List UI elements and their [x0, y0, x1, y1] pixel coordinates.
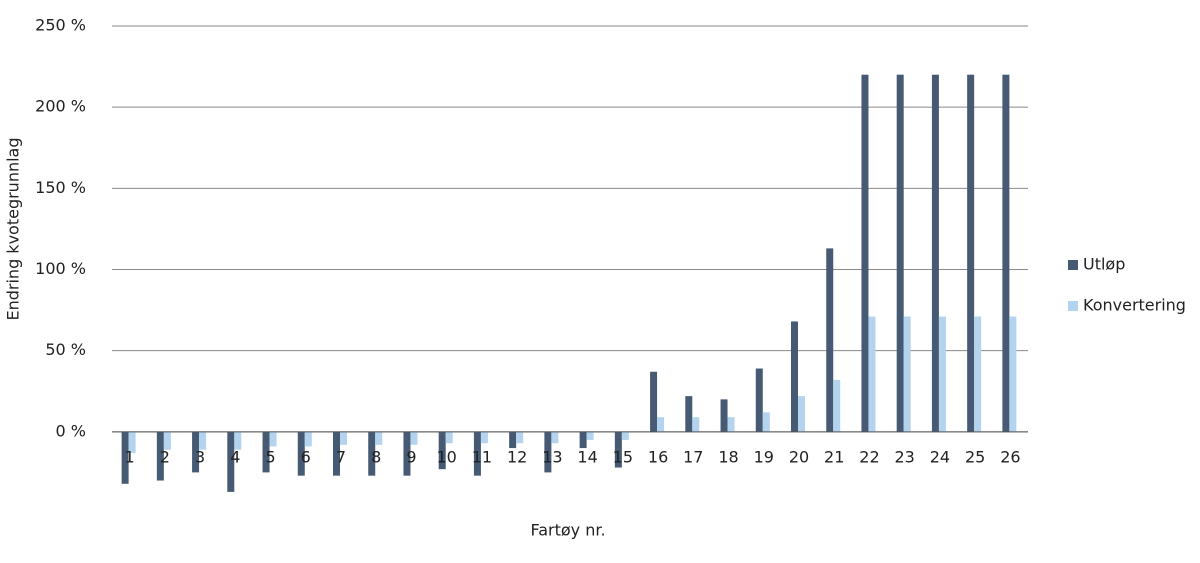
legend-label: Konvertering — [1083, 296, 1186, 315]
bar — [762, 412, 770, 432]
bar — [727, 417, 735, 432]
bar — [755, 368, 763, 432]
bar — [375, 431, 383, 445]
bar — [121, 431, 129, 484]
bar — [163, 431, 171, 450]
bar — [586, 431, 594, 440]
x-tick-label: 16 — [648, 447, 668, 466]
bar — [551, 431, 559, 444]
bar — [340, 431, 347, 445]
x-tick-label: 19 — [754, 447, 774, 466]
legend-label: Utløp — [1083, 255, 1125, 274]
bar — [938, 316, 946, 432]
y-tick-label: 50 % — [45, 340, 86, 359]
x-tick-label: 12 — [507, 447, 527, 466]
bar — [868, 316, 876, 432]
bar — [896, 74, 904, 432]
bar — [692, 417, 700, 432]
bar — [304, 431, 312, 447]
bar — [657, 417, 665, 432]
y-tick-label: 150 % — [35, 178, 86, 197]
x-tick-label: 10 — [437, 447, 457, 466]
bar — [798, 396, 805, 432]
bar — [262, 431, 270, 473]
bar — [903, 316, 911, 432]
bar — [410, 431, 418, 445]
bar — [269, 431, 277, 447]
y-tick-label: 250 % — [35, 16, 86, 35]
bar — [1002, 74, 1010, 432]
y-tick-label: 100 % — [35, 259, 86, 278]
bar — [199, 431, 207, 450]
bar — [438, 431, 446, 470]
x-tick-label: 22 — [859, 447, 879, 466]
x-tick-label: 23 — [895, 447, 915, 466]
bar — [826, 248, 834, 432]
x-tick-label: 11 — [472, 447, 492, 466]
x-tick-label: 24 — [930, 447, 950, 466]
bar — [156, 431, 164, 481]
x-tick-label: 2 — [160, 447, 170, 466]
x-tick-label: 3 — [195, 447, 205, 466]
bar — [931, 74, 939, 432]
x-tick-label: 7 — [336, 447, 346, 466]
bar — [333, 431, 340, 476]
bar — [861, 74, 869, 432]
x-tick-label: 13 — [542, 447, 562, 466]
x-tick-label: 18 — [718, 447, 738, 466]
bar — [685, 396, 693, 432]
bar — [974, 316, 982, 432]
legend-swatch — [1068, 260, 1078, 270]
y-tick-label: 200 % — [35, 97, 86, 116]
bar — [579, 431, 587, 449]
x-tick-label: 5 — [265, 447, 275, 466]
legend-swatch — [1068, 301, 1078, 311]
x-tick-label: 9 — [406, 447, 416, 466]
bar — [509, 431, 517, 449]
bar — [614, 431, 622, 468]
bar — [650, 371, 658, 432]
bar — [368, 431, 376, 476]
bar — [544, 431, 552, 473]
x-tick-label: 21 — [824, 447, 844, 466]
bar — [480, 431, 488, 444]
x-tick-label: 1 — [125, 447, 135, 466]
x-axis-label: Fartøy nr. — [530, 521, 605, 540]
x-tick-label: 6 — [301, 447, 311, 466]
bar — [621, 431, 629, 440]
x-tick-label: 14 — [577, 447, 597, 466]
bar — [234, 431, 242, 450]
x-tick-label: 20 — [789, 447, 809, 466]
bar — [833, 379, 841, 432]
bar — [1009, 316, 1017, 432]
bar — [516, 431, 524, 444]
x-tick-label: 15 — [613, 447, 633, 466]
bar — [967, 74, 975, 432]
bar — [473, 431, 481, 476]
bar — [791, 321, 798, 432]
bar — [720, 399, 728, 432]
y-axis-label: Endring kvotegrunnlag — [4, 137, 23, 320]
x-tick-label: 8 — [371, 447, 381, 466]
bar — [227, 431, 235, 492]
bar — [192, 431, 200, 473]
bar — [128, 431, 136, 453]
x-tick-label: 26 — [1000, 447, 1020, 466]
y-tick-label: 0 % — [56, 421, 86, 440]
x-tick-label: 17 — [683, 447, 703, 466]
bar — [403, 431, 411, 476]
bar — [445, 431, 453, 444]
x-tick-label: 25 — [965, 447, 985, 466]
x-tick-label: 4 — [230, 447, 240, 466]
bar — [297, 431, 305, 476]
